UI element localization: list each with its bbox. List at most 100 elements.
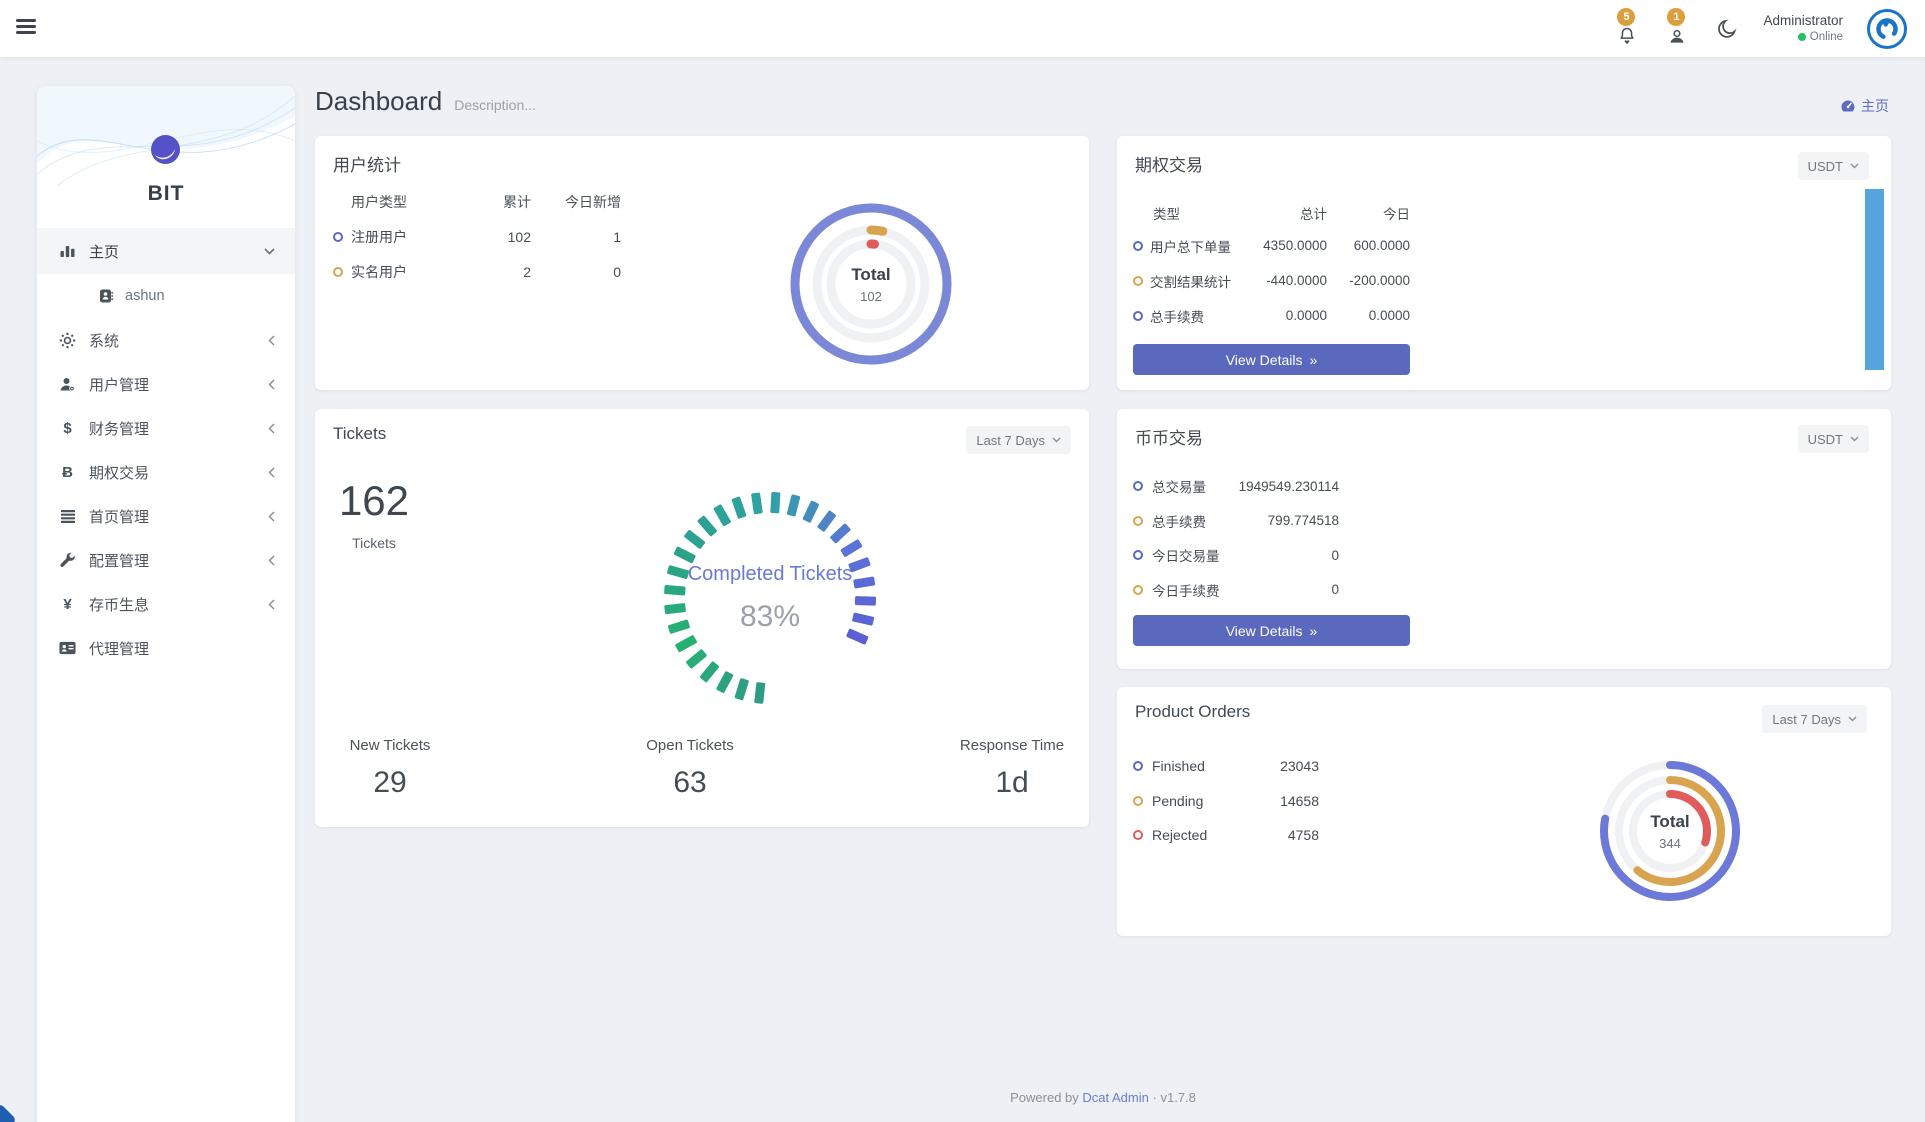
- list-item: 总手续费 799.774518: [1133, 504, 1339, 539]
- sidebar-item-label: 首页管理: [89, 508, 150, 526]
- notification-badge: 5: [1617, 7, 1636, 26]
- column-header: 用户类型: [351, 193, 407, 210]
- product-orders-card: Product Orders Last 7 Days Finished 2304…: [1117, 687, 1891, 936]
- tachometer-icon: [1841, 100, 1855, 112]
- chevron-down-icon: [1848, 716, 1857, 722]
- chevron-left-icon: [268, 422, 275, 434]
- sidebar-item-ashun[interactable]: ashun: [37, 274, 295, 318]
- completed-tickets-gauge: Completed Tickets 83%: [662, 490, 878, 706]
- dollar-icon: $: [63, 419, 72, 437]
- online-dot-icon: [1797, 32, 1806, 41]
- sidebar-menu: 主页 ashun: [37, 228, 295, 670]
- sidebar-item-agent-management[interactable]: 代理管理: [37, 626, 295, 670]
- sidebar-item-options-trading[interactable]: Ƀ 期权交易: [37, 450, 295, 494]
- table-row: 注册用户 102 1: [333, 219, 621, 254]
- sidebar-item-label: 主页: [89, 243, 120, 261]
- menu-toggle-button[interactable]: [16, 19, 36, 37]
- sidebar-item-label: 用户管理: [89, 376, 150, 394]
- sidebar-item-system[interactable]: 系统: [37, 318, 295, 362]
- open-tickets-stat: Open Tickets 63: [646, 737, 734, 799]
- indigo-ring-marker: [1133, 310, 1143, 321]
- list-item: 今日手续费 0: [1133, 573, 1339, 608]
- top-navbar: 5 1 Administrator Online: [0, 0, 1925, 57]
- date-range-select[interactable]: Last 7 Days: [966, 426, 1071, 454]
- options-bar-chart: [1865, 189, 1884, 370]
- legend-item: Rejected 4758: [1133, 818, 1319, 853]
- chevron-down-icon: [1052, 437, 1061, 443]
- list-item: 今日交易量 0: [1133, 538, 1339, 573]
- chevron-left-icon: [268, 510, 275, 522]
- user-cog-icon: [59, 376, 76, 393]
- notifications-button[interactable]: 5: [1615, 6, 1641, 52]
- dark-mode-toggle[interactable]: [1715, 17, 1739, 41]
- card-title: 币币交易: [1135, 429, 1203, 448]
- sidebar-item-finance-management[interactable]: $ 财务管理: [37, 406, 295, 450]
- chevron-down-icon: [1850, 436, 1859, 442]
- orders-legend: Finished 23043 Pending 14658 Rejected 47…: [1133, 749, 1319, 853]
- legend-item: Pending 14658: [1133, 784, 1319, 819]
- card-title: 用户统计: [333, 156, 401, 175]
- view-details-button[interactable]: View Details»: [1133, 344, 1410, 375]
- user-stats-card: 用户统计 用户类型 累计 今日新增 注册用户 102 1 实名用户 2 0 To…: [315, 136, 1089, 390]
- options-table: 类型 总计 今日 用户总下单量 4350.0000 600.0000 交割结果统…: [1133, 198, 1410, 333]
- indigo-ring-marker: [1133, 481, 1143, 492]
- user-requests-button[interactable]: 1: [1665, 6, 1691, 52]
- sidebar-item-config-management[interactable]: 配置管理: [37, 538, 295, 582]
- chevron-down-icon: [264, 247, 275, 255]
- dcat-admin-link[interactable]: Dcat Admin: [1082, 1090, 1149, 1105]
- table-row: 总手续费 0.0000 0.0000: [1133, 298, 1410, 333]
- page-title: Dashboard: [315, 86, 443, 116]
- table-row: 用户总下单量 4350.0000 600.0000: [1133, 228, 1410, 263]
- sidebar-item-deposit-interest[interactable]: ¥ 存币生息: [37, 582, 295, 626]
- chevron-down-icon: [1850, 163, 1859, 169]
- wrench-icon: [59, 552, 76, 569]
- brand-logo-icon: [147, 131, 184, 168]
- power-logo-icon: [1876, 17, 1898, 40]
- footer-separator: ·: [1152, 1090, 1157, 1105]
- date-range-select[interactable]: Last 7 Days: [1762, 705, 1867, 733]
- indigo-ring-marker: [333, 231, 343, 242]
- corner-chip: [0, 1103, 17, 1122]
- sidebar-item-user-management[interactable]: 用户管理: [37, 362, 295, 406]
- sidebar-item-label: ashun: [125, 288, 165, 304]
- card-title: 期权交易: [1135, 156, 1203, 175]
- avatar[interactable]: [1867, 8, 1907, 49]
- column-header: 总计: [1300, 207, 1327, 222]
- table-row: 实名用户 2 0: [333, 254, 621, 289]
- breadcrumb-label: 主页: [1861, 98, 1889, 114]
- footer: Powered by Dcat Admin · v1.7.8: [315, 1090, 1891, 1105]
- user-stats-donut-chart: Total 102: [786, 199, 956, 369]
- footer-text: Powered by: [1010, 1090, 1079, 1105]
- legend-item: Finished 23043: [1133, 749, 1319, 784]
- options-trading-card: 期权交易 USDT 类型 总计 今日 用户总下单量 4350.0000 600.…: [1117, 136, 1891, 390]
- card-title: Product Orders: [1135, 702, 1251, 721]
- column-header: 今日: [1383, 207, 1410, 222]
- sidebar-item-label: 期权交易: [89, 464, 150, 482]
- sidebar: BIT 主页: [37, 86, 295, 1122]
- indigo-ring-marker: [1133, 550, 1143, 561]
- response-time-stat: Response Time 1d: [959, 737, 1065, 799]
- column-header: 类型: [1153, 207, 1180, 222]
- sidebar-item-label: 配置管理: [89, 552, 150, 570]
- address-book-icon: [97, 288, 114, 305]
- sidebar-item-label: 存币生息: [89, 596, 150, 614]
- currency-select[interactable]: USDT: [1797, 152, 1869, 180]
- view-details-button[interactable]: View Details»: [1133, 615, 1410, 646]
- bell-icon: [1620, 27, 1635, 44]
- sidebar-item-home[interactable]: 主页: [37, 228, 295, 274]
- breadcrumb-home-link[interactable]: 主页: [1840, 96, 1889, 116]
- sidebar-item-label: 财务管理: [89, 420, 150, 438]
- user-menu[interactable]: Administrator Online: [1763, 13, 1843, 44]
- orange-ring-marker: [1133, 795, 1143, 806]
- chevron-left-icon: [268, 378, 275, 390]
- username: Administrator: [1763, 12, 1843, 28]
- currency-select[interactable]: USDT: [1797, 425, 1869, 453]
- column-header: 累计: [503, 193, 531, 210]
- moon-icon: [1718, 19, 1737, 38]
- person-icon: [1670, 29, 1685, 43]
- sidebar-item-label: 系统: [89, 332, 120, 350]
- new-tickets-stat: New Tickets 29: [349, 737, 431, 799]
- online-status: Online: [1809, 30, 1843, 43]
- user-stats-table: 用户类型 累计 今日新增 注册用户 102 1 实名用户 2 0: [333, 184, 621, 289]
- sidebar-item-homepage-management[interactable]: 首页管理: [37, 494, 295, 538]
